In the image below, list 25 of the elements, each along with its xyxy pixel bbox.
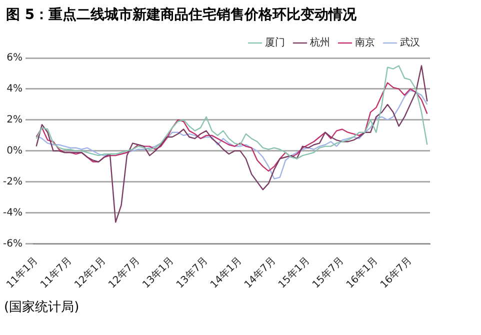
legend-label: 武汉 xyxy=(400,36,420,49)
x-tick-label: 12年7月 xyxy=(106,254,142,291)
y-tick-label: -4% xyxy=(2,207,22,218)
x-tick-label: 13年7月 xyxy=(174,254,210,291)
chart-title: 图 5：重点二线城市新建商品住宅销售价格环比变动情况 xyxy=(5,6,358,25)
x-tick-label: 16年7月 xyxy=(378,254,414,291)
y-tick-label: 4% xyxy=(6,84,22,95)
x-tick-label: 14年7月 xyxy=(242,254,278,291)
y-tick-label: -6% xyxy=(2,238,22,250)
y-tick-label: 0% xyxy=(6,146,22,157)
legend-label: 南京 xyxy=(355,36,375,49)
x-tick-label: 15年7月 xyxy=(310,254,346,291)
x-tick-label: 16年1月 xyxy=(344,254,380,291)
y-tick-label: -2% xyxy=(2,176,22,188)
text: (国家统计局) xyxy=(3,299,80,316)
y-tick-label: 6% xyxy=(6,52,22,64)
x-tick-label: 15年1月 xyxy=(276,254,312,291)
legend-label: 厦门 xyxy=(265,36,285,49)
legend-label: 杭州 xyxy=(309,36,330,49)
x-tick-label: 13年1月 xyxy=(140,254,176,291)
x-tick-label: 12年1月 xyxy=(72,254,108,291)
x-tick-label: 11年7月 xyxy=(38,254,74,291)
x-tick-label: 14年1月 xyxy=(208,254,244,291)
y-tick-label: 2% xyxy=(6,114,22,126)
x-tick-label: 11年1月 xyxy=(4,254,40,291)
